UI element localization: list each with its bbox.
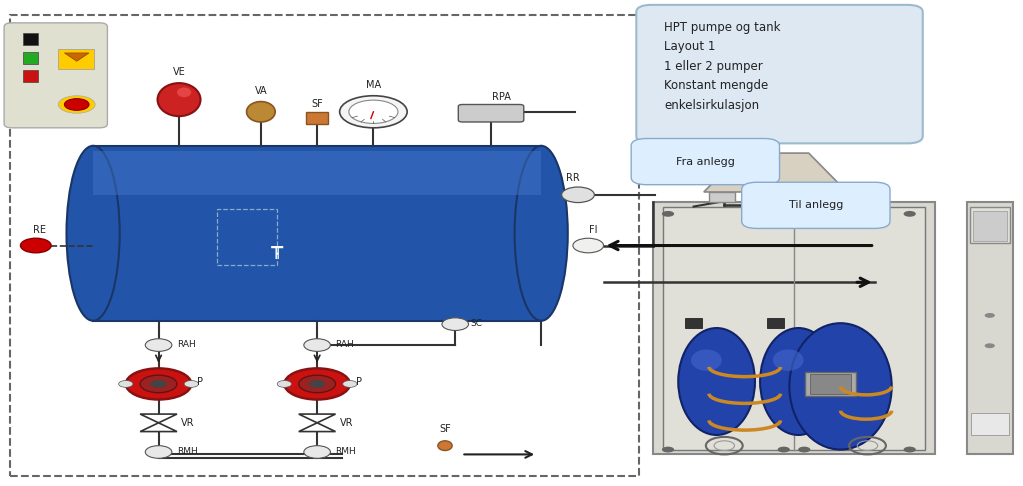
Circle shape <box>140 375 177 393</box>
Text: T: T <box>271 245 283 263</box>
Ellipse shape <box>515 146 568 321</box>
Bar <box>967 202 1013 454</box>
Bar <box>23 70 38 82</box>
Polygon shape <box>299 414 336 423</box>
Polygon shape <box>140 414 177 423</box>
Text: VA: VA <box>255 86 267 96</box>
Text: SF: SF <box>311 99 323 109</box>
Bar <box>805 372 856 396</box>
Circle shape <box>299 375 336 393</box>
Text: HPT pumpe og tank
Layout 1
1 eller 2 pumper
Konstant mengde
enkelsirkulasjon: HPT pumpe og tank Layout 1 1 eller 2 pum… <box>664 21 781 112</box>
Bar <box>93 151 541 195</box>
Bar <box>663 207 925 450</box>
Polygon shape <box>299 423 336 432</box>
Bar <box>973 211 1007 241</box>
Text: VR: VR <box>340 418 353 428</box>
Text: Fra anlegg: Fra anlegg <box>676 156 735 167</box>
Ellipse shape <box>772 349 804 371</box>
Polygon shape <box>704 153 847 192</box>
Ellipse shape <box>177 87 191 97</box>
Text: FI: FI <box>589 225 597 235</box>
Bar <box>217 209 277 265</box>
Text: RPA: RPA <box>492 92 510 102</box>
Circle shape <box>119 381 133 387</box>
Text: RAH: RAH <box>177 340 195 348</box>
FancyBboxPatch shape <box>458 104 524 122</box>
Circle shape <box>798 211 810 217</box>
Bar <box>653 202 935 454</box>
Ellipse shape <box>247 102 275 122</box>
Circle shape <box>349 100 398 123</box>
Ellipse shape <box>678 328 755 435</box>
Bar <box>971 413 1009 435</box>
Text: RMH: RMH <box>177 447 197 455</box>
Circle shape <box>562 187 594 203</box>
Ellipse shape <box>438 441 452 451</box>
Circle shape <box>150 380 167 388</box>
Bar <box>23 52 38 64</box>
Circle shape <box>442 318 469 330</box>
Circle shape <box>777 211 790 217</box>
Polygon shape <box>140 423 177 432</box>
Circle shape <box>304 339 330 351</box>
Text: VR: VR <box>181 418 194 428</box>
Circle shape <box>340 96 407 128</box>
FancyBboxPatch shape <box>4 23 107 128</box>
Bar <box>970 207 1010 243</box>
Bar <box>58 49 94 69</box>
Bar <box>306 112 328 124</box>
Circle shape <box>58 96 95 113</box>
Text: VE: VE <box>173 67 185 77</box>
Polygon shape <box>64 53 89 61</box>
Circle shape <box>777 447 790 452</box>
Ellipse shape <box>760 328 837 435</box>
Text: RAH: RAH <box>336 340 354 348</box>
Bar <box>685 318 702 328</box>
Text: RR: RR <box>566 173 580 183</box>
Text: RE: RE <box>34 225 46 235</box>
Text: P: P <box>356 377 362 386</box>
Bar <box>93 146 541 321</box>
Circle shape <box>145 339 172 351</box>
Bar <box>781 192 806 202</box>
Bar <box>745 192 770 202</box>
Ellipse shape <box>790 323 892 450</box>
Circle shape <box>573 238 604 253</box>
FancyBboxPatch shape <box>636 5 923 143</box>
Bar <box>10 15 639 476</box>
Bar <box>810 374 851 394</box>
Circle shape <box>145 446 172 458</box>
Ellipse shape <box>66 146 120 321</box>
Ellipse shape <box>158 83 201 116</box>
Circle shape <box>903 211 916 217</box>
Circle shape <box>284 368 350 399</box>
Ellipse shape <box>691 349 722 371</box>
Circle shape <box>64 99 89 110</box>
Circle shape <box>984 313 994 318</box>
Circle shape <box>343 381 357 387</box>
Circle shape <box>304 446 330 458</box>
Circle shape <box>984 343 994 348</box>
FancyBboxPatch shape <box>742 182 890 228</box>
Circle shape <box>277 381 292 387</box>
Text: RMH: RMH <box>336 447 356 455</box>
Circle shape <box>20 238 51 253</box>
Bar <box>709 192 735 202</box>
Circle shape <box>309 380 325 388</box>
Circle shape <box>798 447 810 452</box>
Text: MA: MA <box>366 80 381 90</box>
Bar <box>23 33 38 45</box>
Circle shape <box>662 211 674 217</box>
FancyBboxPatch shape <box>631 139 780 185</box>
Circle shape <box>662 447 674 452</box>
Text: SF: SF <box>439 424 451 434</box>
Circle shape <box>126 368 191 399</box>
Circle shape <box>903 447 916 452</box>
Circle shape <box>184 381 198 387</box>
Text: Til anlegg: Til anlegg <box>789 200 843 210</box>
Text: P: P <box>197 377 204 386</box>
Bar <box>767 318 784 328</box>
Text: SC: SC <box>471 319 483 328</box>
